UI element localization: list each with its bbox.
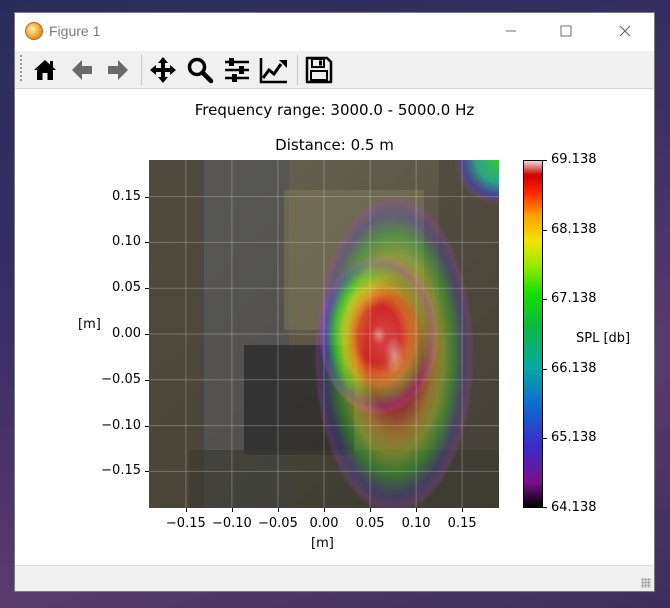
edit-axis-icon bbox=[259, 58, 287, 84]
colorbar-label: SPL [db] bbox=[576, 331, 631, 346]
colorbar-tick-label: 69.138 bbox=[551, 152, 597, 167]
y-tick-mark bbox=[145, 242, 149, 244]
y-tick-mark bbox=[145, 379, 149, 381]
figure-window: Figure 1 bbox=[14, 12, 655, 592]
toolbar-grip[interactable] bbox=[20, 55, 22, 83]
colorbar-tick-label: 68.138 bbox=[551, 221, 597, 237]
heatmap-plot-area[interactable] bbox=[149, 160, 499, 508]
home-icon bbox=[34, 60, 56, 80]
x-tick-label: −0.05 bbox=[258, 516, 298, 531]
x-tick-label: 0.15 bbox=[447, 516, 477, 531]
colorbar-tick-label: 65.138 bbox=[551, 430, 597, 446]
colorbar-tick-mark bbox=[543, 160, 547, 161]
figure-subtitle: Distance: 0.5 m bbox=[275, 136, 394, 154]
y-tick-mark bbox=[145, 471, 149, 473]
minimize-icon bbox=[506, 30, 516, 32]
window-title: Figure 1 bbox=[49, 23, 101, 39]
zoom-button[interactable] bbox=[184, 54, 216, 86]
colorbar bbox=[523, 160, 543, 508]
toolbar-separator bbox=[297, 55, 298, 85]
y-axis-label: [m] bbox=[78, 317, 101, 332]
colorbar-tick-mark bbox=[543, 368, 547, 370]
minimize-button[interactable] bbox=[488, 13, 534, 49]
y-tick-label: 0.05 bbox=[112, 280, 141, 296]
forward-arrow-icon bbox=[108, 60, 128, 80]
back-arrow-icon bbox=[72, 60, 92, 80]
toolbar-separator bbox=[141, 55, 142, 85]
x-tick-mark bbox=[416, 508, 418, 512]
x-tick-mark bbox=[231, 508, 233, 512]
figure-title: Frequency range: 3000.0 - 5000.0 Hz bbox=[194, 101, 475, 119]
y-tick-mark bbox=[145, 334, 149, 335]
x-tick-mark bbox=[370, 508, 372, 512]
x-tick-mark bbox=[277, 508, 279, 512]
save-icon bbox=[305, 56, 333, 84]
x-tick-label: 0.05 bbox=[355, 516, 385, 531]
x-tick-mark bbox=[324, 508, 325, 512]
pan-icon bbox=[150, 57, 176, 83]
colorbar-tick-mark bbox=[543, 507, 547, 508]
edit-axis-button[interactable] bbox=[258, 54, 290, 86]
close-button[interactable] bbox=[602, 13, 648, 49]
x-tick-label: 0.10 bbox=[401, 516, 431, 531]
x-tick-label: −0.10 bbox=[211, 516, 252, 531]
y-tick-label: −0.10 bbox=[101, 417, 141, 433]
y-tick-label: 0.15 bbox=[112, 188, 141, 204]
subplots-configure-button[interactable] bbox=[221, 54, 253, 86]
heatmap-overlay bbox=[149, 160, 499, 508]
y-tick-mark bbox=[145, 288, 149, 290]
navigation-toolbar bbox=[15, 51, 654, 89]
pan-button[interactable] bbox=[147, 54, 179, 86]
maximize-icon bbox=[560, 25, 572, 37]
colorbar-tick-mark bbox=[543, 229, 547, 231]
y-tick-label: −0.15 bbox=[101, 463, 141, 479]
y-tick-mark bbox=[145, 196, 149, 198]
y-tick-label: 0.00 bbox=[112, 326, 141, 341]
colorbar-tick-mark bbox=[543, 438, 547, 440]
close-icon bbox=[619, 25, 631, 37]
y-tick-label: 0.10 bbox=[112, 234, 141, 250]
forward-button[interactable] bbox=[102, 54, 134, 86]
resize-grip[interactable] bbox=[641, 578, 651, 588]
zoom-icon bbox=[187, 57, 214, 84]
x-tick-mark bbox=[462, 508, 464, 512]
y-tick-mark bbox=[145, 425, 149, 427]
colorbar-tick-mark bbox=[543, 299, 547, 301]
colorbar-tick-label: 66.138 bbox=[551, 360, 597, 376]
colorbar-tick-label: 67.138 bbox=[551, 291, 597, 307]
status-bar bbox=[15, 565, 654, 591]
subplots-configure-icon bbox=[225, 58, 249, 82]
back-button[interactable] bbox=[66, 54, 98, 86]
x-tick-label: −0.15 bbox=[165, 516, 206, 531]
x-axis-label: [m] bbox=[311, 536, 334, 551]
x-tick-label: 0.00 bbox=[309, 516, 339, 531]
home-button[interactable] bbox=[29, 54, 61, 86]
title-bar[interactable]: Figure 1 bbox=[15, 13, 654, 51]
maximize-button[interactable] bbox=[543, 13, 589, 49]
save-button[interactable] bbox=[303, 54, 335, 86]
matplotlib-app-icon bbox=[25, 22, 43, 40]
y-tick-label: −0.05 bbox=[101, 371, 141, 387]
x-tick-mark bbox=[185, 508, 187, 512]
colorbar-tick-label: 64.138 bbox=[551, 500, 597, 515]
